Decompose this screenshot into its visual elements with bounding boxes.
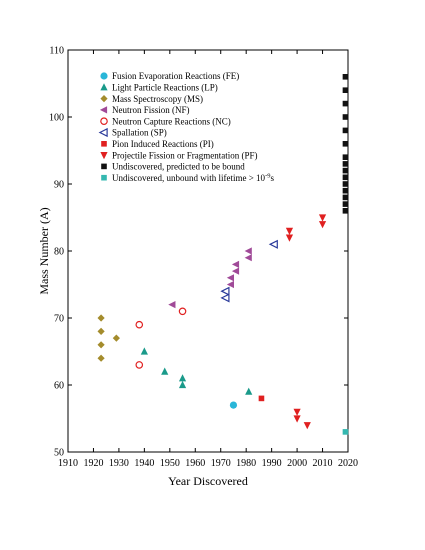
y-tick-label: 90 xyxy=(54,180,64,191)
data-point xyxy=(226,280,235,289)
x-tick-label: 2020 xyxy=(338,458,358,469)
y-axis-label: Mass Number (A) xyxy=(37,207,51,294)
data-point xyxy=(342,127,349,134)
plot-frame xyxy=(67,49,349,453)
legend-marker xyxy=(98,127,108,138)
data-point xyxy=(220,286,230,296)
legend-label: Mass Spectroscopy (MS) xyxy=(112,94,203,104)
data-point xyxy=(293,415,301,423)
data-point xyxy=(293,408,301,416)
legend-label: Neutron Capture Reactions (NC) xyxy=(112,116,231,126)
legend-marker xyxy=(101,174,107,181)
data-point xyxy=(135,320,144,329)
x-tick-label: 2010 xyxy=(313,458,333,469)
data-point xyxy=(97,327,105,335)
legend-marker xyxy=(100,95,108,103)
data-point xyxy=(342,429,349,435)
data-point xyxy=(97,341,105,349)
y-tick-label: 60 xyxy=(54,381,64,392)
data-point xyxy=(231,267,240,275)
data-point xyxy=(245,387,253,395)
legend-marker xyxy=(101,163,107,170)
x-tick-label: 2000 xyxy=(287,458,307,469)
data-point xyxy=(342,154,349,160)
data-point xyxy=(268,239,278,249)
data-point xyxy=(244,254,252,262)
legend-label: Projectile Fission or Fragmentation (PF) xyxy=(112,150,258,160)
legend-label: Light Particle Reactions (LP) xyxy=(112,83,218,93)
data-point xyxy=(342,194,349,201)
x-tick-label: 1960 xyxy=(185,458,205,469)
data-point xyxy=(342,161,349,167)
x-tick-label: 1940 xyxy=(134,458,154,469)
data-point xyxy=(97,314,105,322)
data-point xyxy=(342,74,349,80)
data-point xyxy=(178,380,187,389)
data-point xyxy=(135,361,144,369)
data-point xyxy=(342,100,349,107)
data-point xyxy=(229,401,238,409)
axes xyxy=(67,49,349,453)
data-point xyxy=(220,293,230,303)
legend-marker xyxy=(100,117,108,126)
data-point xyxy=(178,307,187,316)
data-point xyxy=(303,422,311,430)
y-tick-label: 80 xyxy=(54,247,64,258)
y-tick-label: 50 xyxy=(54,448,64,459)
data-marks xyxy=(97,74,349,435)
data-point xyxy=(258,395,265,402)
legend-marker xyxy=(99,106,108,114)
x-tick-label: 1990 xyxy=(262,458,282,469)
data-point xyxy=(178,374,187,382)
data-point xyxy=(342,167,349,174)
data-point xyxy=(318,221,327,229)
legend-marker xyxy=(101,141,107,147)
data-point xyxy=(97,354,105,362)
data-point xyxy=(244,247,252,255)
data-point xyxy=(168,301,176,309)
data-point xyxy=(318,214,327,222)
legend-marker xyxy=(100,72,108,80)
data-point xyxy=(285,227,294,235)
legend-label: Spallation (SP) xyxy=(112,128,167,138)
x-tick-label: 1930 xyxy=(109,458,129,469)
data-point xyxy=(342,141,349,147)
legend-label: Undiscovered, predicted to be bound xyxy=(112,162,245,172)
data-point xyxy=(342,187,349,194)
legend-label: Undiscovered, unbound with lifetime > 10… xyxy=(112,172,274,183)
data-point xyxy=(342,174,349,181)
x-tick-label: 1950 xyxy=(160,458,180,469)
x-tick-label: 1980 xyxy=(236,458,256,469)
data-point xyxy=(342,201,349,207)
legend-marker xyxy=(100,152,108,160)
legend-label: Neutron Fission (NF) xyxy=(112,105,190,115)
data-point xyxy=(112,334,120,342)
data-point xyxy=(161,367,169,375)
data-point xyxy=(342,114,349,120)
data-point xyxy=(285,234,294,242)
data-point xyxy=(226,274,235,282)
data-point xyxy=(140,347,148,355)
x-tick-label: 1920 xyxy=(83,458,103,469)
legend-label: Fusion Evaporation Reactions (FE) xyxy=(112,71,239,81)
x-axis-label: Year Discovered xyxy=(168,474,248,488)
legend-label: Pion Induced Reactions (PI) xyxy=(112,139,214,149)
legend-marker xyxy=(100,83,108,91)
x-tick-label: 1970 xyxy=(211,458,231,469)
data-point xyxy=(342,181,349,187)
legend: Fusion Evaporation Reactions (FE) Light P… xyxy=(98,71,274,183)
data-point xyxy=(342,87,349,93)
y-tick-label: 110 xyxy=(49,46,64,57)
y-tick-label: 70 xyxy=(54,314,64,325)
x-tick-label: 1910 xyxy=(58,458,78,469)
ticks: 1910 1920 1930 1940 1950 1960 1970 1980 1990 2000… xyxy=(49,46,358,470)
y-tick-label: 100 xyxy=(49,113,64,124)
data-point xyxy=(231,260,240,268)
data-point xyxy=(342,208,349,214)
